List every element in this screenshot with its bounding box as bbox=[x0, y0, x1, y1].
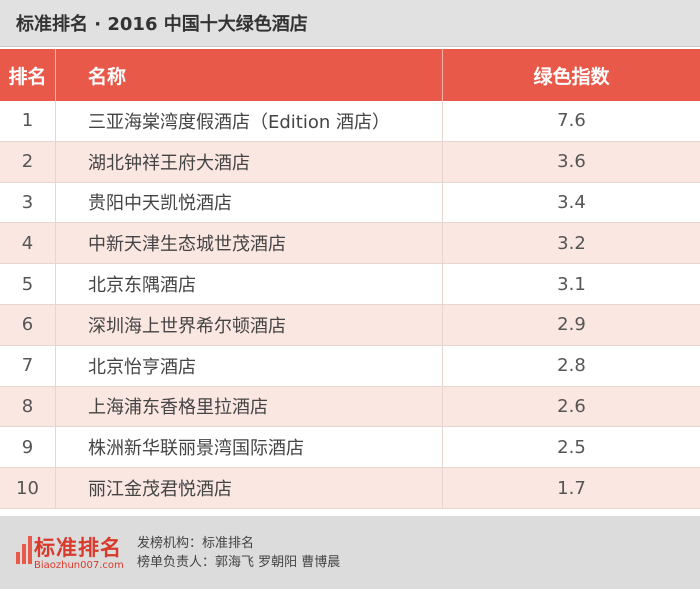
rank-cell: 10 bbox=[0, 468, 56, 508]
name-cell: 深圳海上世界希尔顿酒店 bbox=[56, 304, 443, 345]
ranking-table: 排名 名称 绿色指数 1 三亚海棠湾度假酒店（Edition 酒店） 7.6 2… bbox=[0, 49, 700, 509]
rank-cell: 1 bbox=[0, 101, 56, 141]
rank-cell: 9 bbox=[0, 427, 56, 468]
rank-cell: 3 bbox=[0, 182, 56, 223]
score-cell: 2.6 bbox=[557, 395, 586, 417]
header-rank: 排名 bbox=[0, 49, 56, 101]
logo-bars-icon bbox=[16, 536, 32, 564]
rank-cell: 5 bbox=[0, 264, 56, 304]
header-score: 绿色指数 bbox=[533, 65, 610, 88]
publisher-line: 发榜机构：标准排名 bbox=[137, 536, 255, 551]
table-row: 5 北京东隅酒店 3.1 bbox=[0, 264, 700, 305]
name-cell: 中新天津生态城世茂酒店 bbox=[56, 223, 443, 264]
score-cell: 3.1 bbox=[557, 273, 586, 295]
page-title: 标准排名 · 2016 中国十大绿色酒店 bbox=[16, 14, 308, 35]
name-cell: 贵阳中天凯悦酒店 bbox=[56, 182, 443, 223]
table-row: 8 上海浦东香格里拉酒店 2.6 bbox=[0, 386, 700, 428]
name-cell: 三亚海棠湾度假酒店（Edition 酒店） bbox=[56, 101, 443, 141]
score-cell: 3.4 bbox=[557, 191, 586, 213]
responsible-line: 榜单负责人：郭海飞 罗朝阳 曹博晨 bbox=[137, 555, 341, 570]
name-cell: 北京怡亨酒店 bbox=[56, 345, 443, 386]
table-row: 1 三亚海棠湾度假酒店（Edition 酒店） 7.6 bbox=[0, 101, 700, 142]
logo-url: Biaozhun007.com bbox=[34, 560, 124, 571]
footer: 标准排名 Biaozhun007.com 发榜机构：标准排名 榜单负责人：郭海飞… bbox=[0, 516, 700, 589]
publisher-info: 发榜机构：标准排名 榜单负责人：郭海飞 罗朝阳 曹博晨 bbox=[137, 534, 340, 572]
table-row: 9 株洲新华联丽景湾国际酒店 2.5 bbox=[0, 427, 700, 469]
logo: 标准排名 Biaozhun007.com bbox=[16, 532, 124, 576]
name-cell: 株洲新华联丽景湾国际酒店 bbox=[56, 427, 443, 468]
table-row: 3 贵阳中天凯悦酒店 3.4 bbox=[0, 182, 700, 224]
table-header: 排名 名称 绿色指数 bbox=[0, 49, 700, 101]
score-cell: 1.7 bbox=[557, 477, 586, 499]
logo-text: 标准排名 bbox=[34, 536, 122, 560]
table-row: 6 深圳海上世界希尔顿酒店 2.9 bbox=[0, 304, 700, 346]
score-cell: 3.2 bbox=[557, 232, 586, 254]
name-cell: 上海浦东香格里拉酒店 bbox=[56, 386, 443, 427]
header-name: 名称 bbox=[56, 49, 443, 101]
rank-cell: 6 bbox=[0, 304, 56, 345]
table-row: 10 丽江金茂君悦酒店 1.7 bbox=[0, 468, 700, 509]
table-row: 7 北京怡亨酒店 2.8 bbox=[0, 345, 700, 387]
score-cell: 2.5 bbox=[557, 436, 586, 458]
rank-cell: 4 bbox=[0, 223, 56, 264]
table-row: 4 中新天津生态城世茂酒店 3.2 bbox=[0, 223, 700, 265]
rank-cell: 7 bbox=[0, 345, 56, 386]
score-cell: 7.6 bbox=[557, 110, 586, 132]
name-cell: 北京东隅酒店 bbox=[56, 264, 443, 304]
table-row: 2 湖北钟祥王府大酒店 3.6 bbox=[0, 141, 700, 183]
score-cell: 2.8 bbox=[557, 355, 586, 377]
name-cell: 湖北钟祥王府大酒店 bbox=[56, 141, 443, 182]
score-cell: 2.9 bbox=[557, 314, 586, 336]
name-cell: 丽江金茂君悦酒店 bbox=[56, 468, 443, 508]
rank-cell: 2 bbox=[0, 141, 56, 182]
table-body: 1 三亚海棠湾度假酒店（Edition 酒店） 7.6 2 湖北钟祥王府大酒店 … bbox=[0, 101, 700, 509]
score-cell: 3.6 bbox=[557, 151, 586, 173]
rank-cell: 8 bbox=[0, 386, 56, 427]
title-bar: 标准排名 · 2016 中国十大绿色酒店 bbox=[0, 0, 700, 47]
